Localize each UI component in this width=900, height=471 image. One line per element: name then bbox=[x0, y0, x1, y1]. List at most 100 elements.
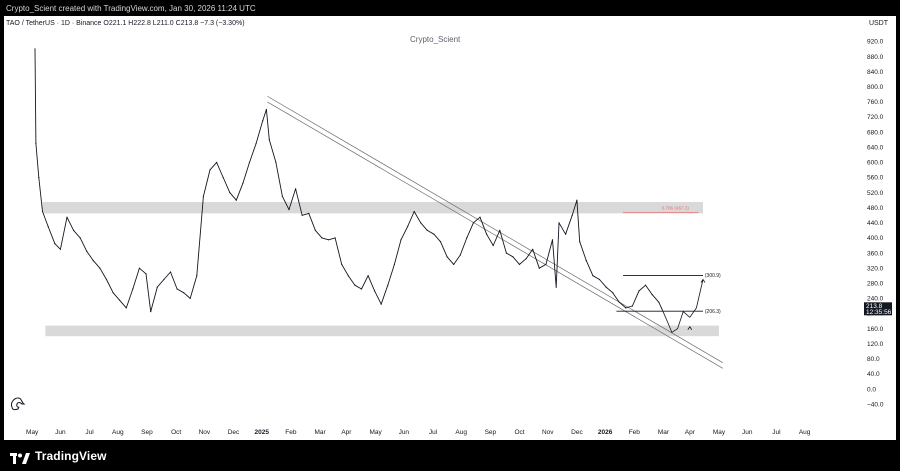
y-tick-label: 920.0 bbox=[867, 39, 884, 46]
y-tick-label: 520.0 bbox=[867, 190, 884, 197]
price-point bbox=[571, 214, 573, 216]
price-point bbox=[585, 260, 587, 262]
price-point bbox=[618, 301, 620, 303]
x-tick-label: May bbox=[713, 429, 726, 436]
price-tag-countdown: 12:35:56 bbox=[866, 309, 892, 316]
y-tick-label: 800.0 bbox=[867, 84, 884, 91]
price-point bbox=[472, 222, 474, 224]
price-point bbox=[156, 286, 158, 288]
x-axis: May Jun Jul Aug Sep Oct Nov Dec 2025 Feb Mar Apr May… bbox=[26, 429, 811, 436]
x-tick-label: Dec bbox=[571, 429, 583, 436]
price-point bbox=[59, 248, 62, 250]
y-tick-label: 160.0 bbox=[867, 326, 884, 333]
x-tick-label: May bbox=[369, 429, 382, 436]
price-point bbox=[334, 237, 336, 239]
price-point bbox=[367, 275, 369, 277]
y-tick-label: 440.0 bbox=[867, 220, 884, 227]
x-tick-label: Sep bbox=[485, 429, 497, 436]
price-point bbox=[387, 284, 389, 286]
projection-path bbox=[661, 279, 704, 334]
price-point bbox=[35, 142, 37, 145]
chart-card bbox=[4, 16, 896, 440]
price-point bbox=[360, 288, 363, 290]
price-point bbox=[420, 222, 422, 224]
price-point bbox=[558, 222, 560, 224]
price-point bbox=[281, 195, 283, 197]
x-tick-label: 2025 bbox=[255, 429, 270, 436]
x-tick-label: 2026 bbox=[598, 429, 613, 436]
footer-brand[interactable]: TradingView bbox=[10, 448, 107, 464]
price-point bbox=[86, 250, 88, 252]
price-point bbox=[34, 48, 36, 50]
price-point bbox=[202, 195, 204, 197]
price-point bbox=[374, 290, 376, 292]
price-point bbox=[499, 229, 501, 231]
price-point bbox=[341, 263, 343, 265]
x-tick-label: Jun bbox=[742, 429, 753, 436]
price-point bbox=[262, 120, 264, 122]
x-tick-label: Jun bbox=[399, 429, 410, 436]
y-tick-label: 280.0 bbox=[867, 280, 884, 287]
price-point bbox=[229, 192, 231, 194]
y-tick-label: 480.0 bbox=[867, 205, 884, 212]
x-tick-label: Aug bbox=[799, 429, 811, 436]
price-tag bbox=[864, 302, 892, 316]
x-tick-label: Jun bbox=[55, 429, 66, 436]
price-point bbox=[275, 161, 277, 163]
resistance-level-label: (300.9) bbox=[705, 273, 721, 279]
price-point bbox=[92, 260, 94, 262]
x-tick-label: Sep bbox=[141, 429, 153, 436]
price-point bbox=[235, 199, 237, 201]
x-tick-label: Jul bbox=[85, 429, 94, 436]
price-point bbox=[645, 284, 647, 286]
price-point bbox=[255, 142, 257, 145]
price-point bbox=[413, 210, 415, 213]
price-point bbox=[592, 275, 594, 277]
price-point bbox=[66, 216, 68, 218]
y-tick-label: −40.0 bbox=[867, 401, 884, 408]
price-point bbox=[518, 263, 521, 265]
y-tick-label: 600.0 bbox=[867, 160, 884, 167]
price-point bbox=[486, 233, 488, 235]
price-point bbox=[169, 271, 172, 273]
y-axis: 920.0 880.0 840.0 800.0 760.0 720.0 680.0 640.0… bbox=[864, 39, 892, 408]
price-point bbox=[551, 239, 554, 241]
projection-arrow-icon bbox=[700, 278, 706, 283]
price-point bbox=[163, 278, 165, 281]
price-point bbox=[525, 258, 527, 260]
price-point bbox=[301, 214, 303, 216]
x-tick-label: Feb bbox=[285, 429, 297, 436]
y-tick-label: 240.0 bbox=[867, 296, 884, 303]
price-point bbox=[426, 229, 428, 231]
price-point bbox=[268, 139, 270, 141]
fib-level-label: 0.786 (467.3) bbox=[662, 206, 690, 211]
x-tick-label: Jul bbox=[429, 429, 438, 436]
x-tick-label: Oct bbox=[171, 429, 181, 436]
y-tick-label: 880.0 bbox=[867, 54, 884, 61]
support-zone bbox=[45, 325, 719, 337]
price-point bbox=[308, 212, 310, 214]
bounce-arrow-icon bbox=[687, 326, 693, 330]
price-point bbox=[400, 239, 402, 241]
price-point bbox=[453, 263, 455, 265]
zone-layer bbox=[42, 202, 719, 337]
x-tick-label: Apr bbox=[685, 429, 696, 436]
price-point bbox=[99, 267, 101, 269]
y-tick-label: 80.0 bbox=[867, 356, 880, 363]
price-point bbox=[446, 256, 448, 258]
series-layer bbox=[34, 48, 663, 313]
x-tick-label: Aug bbox=[455, 429, 467, 436]
price-point bbox=[138, 267, 140, 269]
y-tick-label: 120.0 bbox=[867, 341, 884, 348]
price-point bbox=[466, 237, 468, 239]
price-point bbox=[150, 311, 152, 313]
price-point bbox=[288, 209, 290, 211]
price-point bbox=[242, 182, 244, 184]
price-point bbox=[248, 161, 251, 163]
price-point bbox=[132, 288, 134, 290]
price-point bbox=[47, 226, 49, 228]
price-point bbox=[222, 176, 224, 179]
price-point bbox=[631, 305, 634, 307]
